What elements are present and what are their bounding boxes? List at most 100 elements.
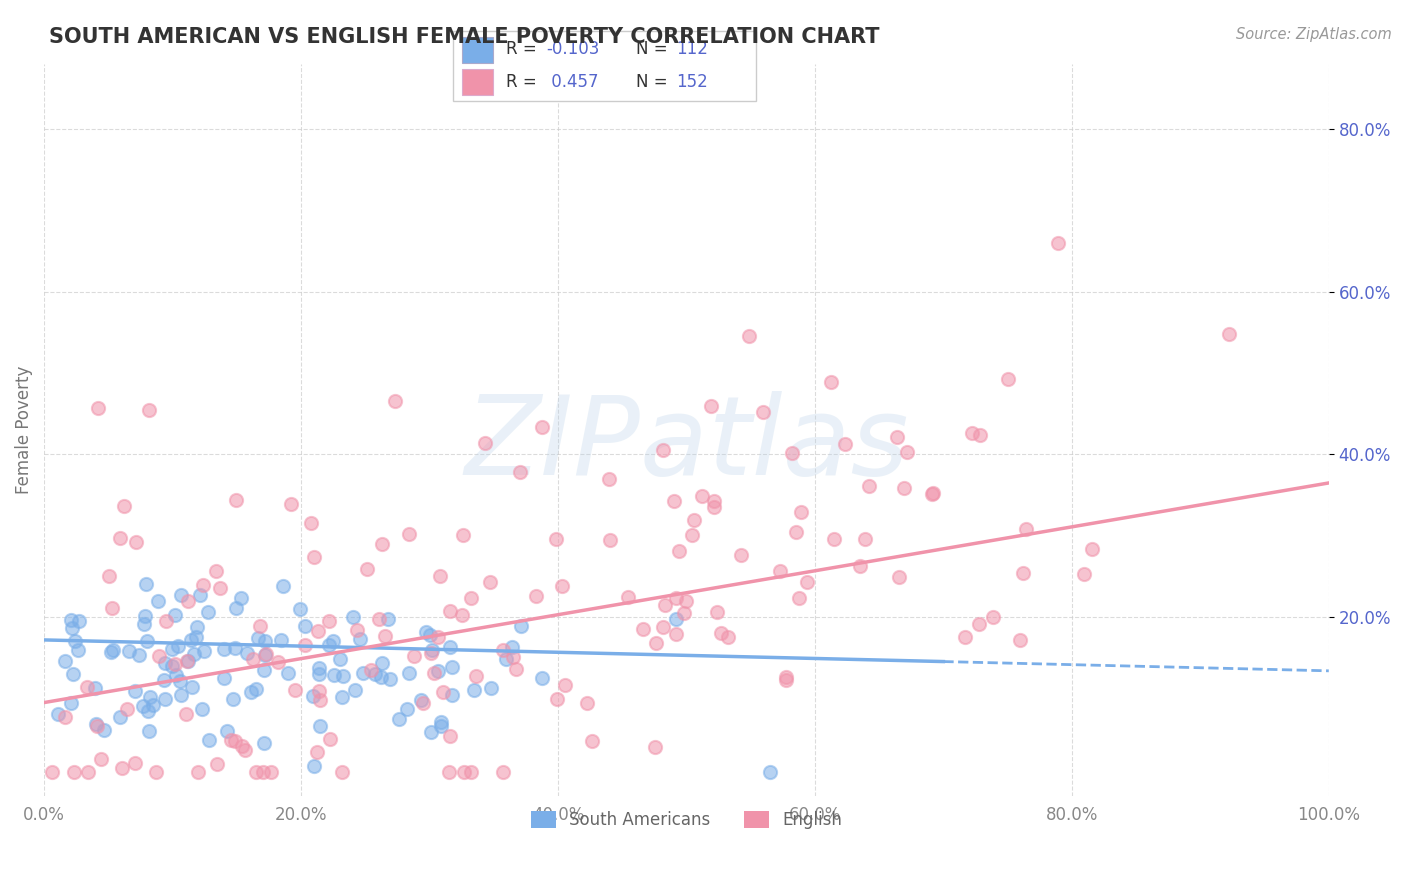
Point [342, 609, 364, 624]
Point [245, 682, 267, 697]
Point [304, 758, 326, 772]
Point [384, 393, 406, 408]
Point [233, 743, 256, 757]
Point [439, 729, 461, 743]
Point [308, 667, 330, 681]
Point [187, 764, 209, 779]
Point [849, 558, 872, 573]
Point [284, 682, 307, 697]
Point [495, 652, 517, 666]
Text: 0.457: 0.457 [546, 73, 599, 91]
Point [672, 606, 695, 620]
Point [967, 617, 990, 632]
Point [599, 533, 621, 547]
Point [479, 575, 502, 590]
Point [138, 723, 160, 738]
Point [796, 574, 818, 589]
Point [309, 719, 332, 733]
Point [138, 403, 160, 417]
Point [644, 739, 666, 754]
Point [225, 601, 247, 615]
Point [398, 666, 420, 681]
Point [692, 489, 714, 503]
Point [208, 581, 231, 595]
Point [93, 723, 115, 737]
Point [86, 719, 108, 733]
Point [453, 764, 475, 779]
Point [412, 697, 434, 711]
Point [136, 705, 159, 719]
Point [531, 420, 554, 434]
Point [155, 692, 177, 706]
Point [700, 400, 723, 414]
Point [160, 659, 183, 673]
Point [163, 657, 186, 671]
Point [53, 654, 76, 668]
Point [155, 614, 177, 628]
Point [441, 660, 464, 674]
Point [598, 472, 620, 486]
Point [62, 666, 84, 681]
Point [524, 589, 547, 603]
Point [270, 633, 292, 648]
Point [501, 640, 523, 654]
Point [249, 618, 271, 632]
Point [62, 764, 84, 779]
Point [426, 664, 449, 678]
Point [668, 544, 690, 558]
Point [309, 693, 332, 707]
Point [510, 619, 533, 633]
Point [981, 610, 1004, 624]
Point [222, 691, 245, 706]
Point [581, 734, 603, 748]
Point [346, 624, 368, 638]
Point [115, 702, 138, 716]
Text: -0.103: -0.103 [546, 40, 599, 58]
Point [969, 428, 991, 442]
Point [752, 405, 775, 419]
Point [759, 764, 782, 779]
Point [332, 690, 354, 705]
Point [108, 710, 131, 724]
Point [551, 579, 574, 593]
Point [271, 579, 294, 593]
Point [1080, 542, 1102, 557]
Point [415, 624, 437, 639]
Point [180, 681, 202, 695]
Point [112, 499, 135, 513]
Point [703, 500, 725, 514]
Legend: South Americans, English: South Americans, English [524, 804, 849, 835]
Point [368, 612, 391, 626]
Point [59, 697, 82, 711]
Point [439, 604, 461, 618]
Point [240, 685, 263, 699]
Point [893, 481, 915, 495]
Point [785, 525, 807, 540]
Point [617, 590, 640, 604]
Point [360, 664, 382, 678]
Point [236, 646, 259, 660]
Point [531, 671, 554, 685]
Text: Source: ZipAtlas.com: Source: ZipAtlas.com [1236, 27, 1392, 42]
Point [398, 526, 420, 541]
Point [419, 627, 441, 641]
Point [318, 614, 340, 628]
Point [177, 654, 200, 668]
Point [329, 651, 352, 665]
Point [302, 550, 325, 565]
Point [84, 681, 107, 696]
Point [183, 647, 205, 661]
Point [1047, 236, 1070, 251]
Point [769, 564, 792, 578]
Text: N =: N = [636, 73, 672, 91]
Point [955, 630, 977, 644]
Point [101, 601, 124, 615]
Point [134, 608, 156, 623]
Point [253, 735, 276, 749]
Point [665, 612, 688, 626]
Point [294, 638, 316, 652]
Point [492, 643, 515, 657]
Point [153, 673, 176, 687]
Point [388, 712, 411, 726]
Point [67, 642, 90, 657]
